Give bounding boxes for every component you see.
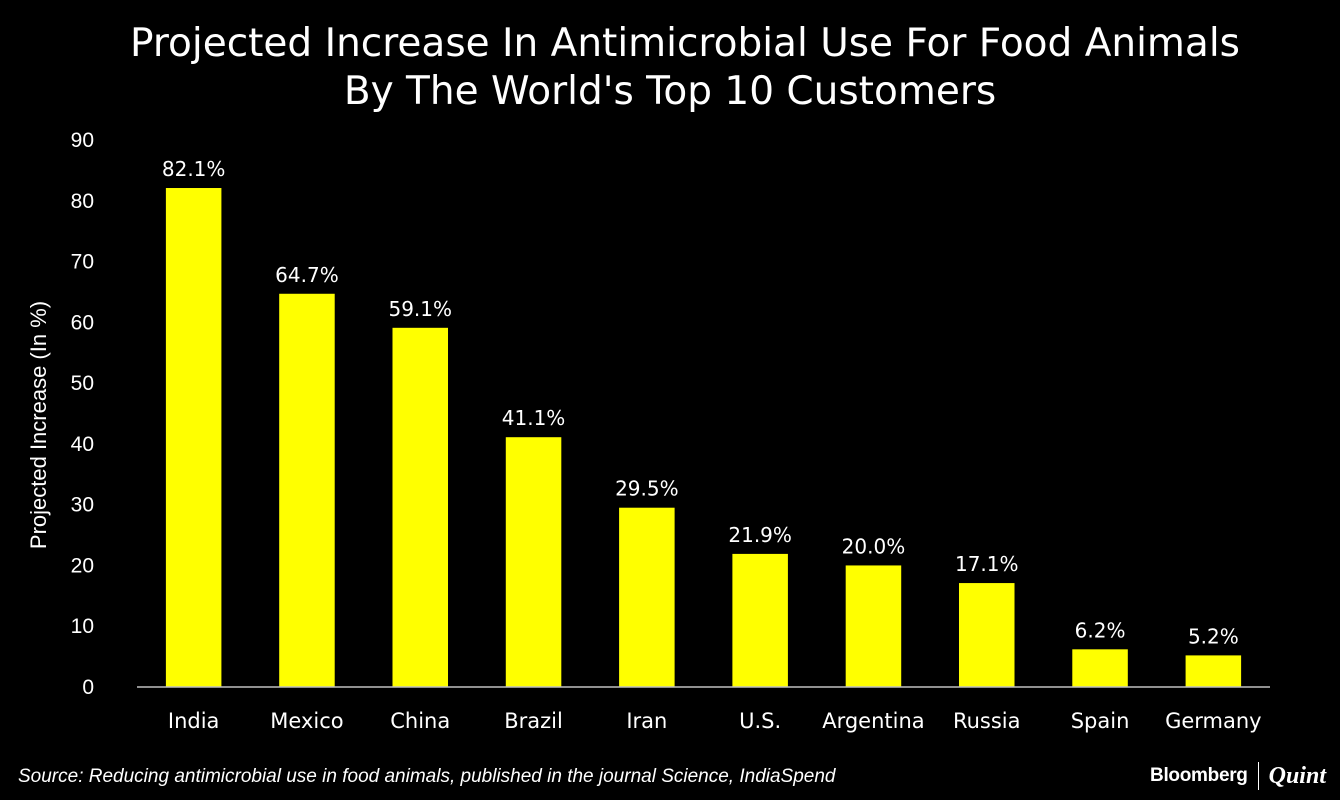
- bar-russia: [958, 583, 1015, 687]
- data-label: 17.1%: [955, 552, 1019, 576]
- data-label: 59.1%: [388, 297, 452, 321]
- data-label: 6.2%: [1075, 618, 1126, 642]
- x-category-label: Brazil: [504, 709, 563, 733]
- bars: [165, 188, 1242, 687]
- x-category-label: Russia: [953, 709, 1021, 733]
- x-category-label: China: [390, 709, 450, 733]
- data-label: 82.1%: [162, 157, 226, 181]
- y-tick-label: 50: [71, 372, 94, 395]
- x-category-label: Iran: [626, 709, 667, 733]
- data-label: 20.0%: [842, 534, 906, 558]
- x-category-label: Spain: [1071, 709, 1130, 733]
- x-category-label: Mexico: [270, 709, 343, 733]
- data-label: 29.5%: [615, 477, 679, 501]
- logo-divider: [1257, 762, 1259, 790]
- chart-title-line-1: Projected Increase In Antimicrobial Use …: [130, 21, 1240, 66]
- bar-mexico: [279, 293, 335, 687]
- x-category-label: Argentina: [822, 709, 924, 733]
- bar-brazil: [505, 437, 562, 687]
- x-axis-category-labels: India Mexico China Brazil Iran U.S. Argentina R…: [168, 709, 1262, 733]
- y-tick-label: 60: [71, 311, 94, 334]
- brand-logo: Bloomberg Quint: [1150, 762, 1326, 790]
- bar-india: [165, 188, 222, 687]
- chart-title: Projected Increase In Antimicrobial Use …: [0, 20, 1340, 116]
- bar-china: [392, 327, 449, 687]
- data-label: 5.2%: [1188, 624, 1239, 648]
- y-tick-label: 40: [71, 433, 94, 456]
- y-tick-label: 80: [71, 190, 94, 213]
- data-label: 21.9%: [728, 523, 792, 547]
- data-label: 41.1%: [502, 406, 566, 430]
- data-label: 64.7%: [275, 263, 339, 287]
- bar-chart: 0 10 20 30 40 50 60 70 80 90 Projected Increase (…: [26, 129, 1270, 733]
- source-note: Source: Reducing antimicrobial use in fo…: [18, 766, 836, 787]
- bar-iran: [619, 507, 675, 687]
- y-axis-title: Projected Increase (In %): [26, 301, 51, 549]
- logo-secondary: Quint: [1268, 762, 1326, 789]
- y-tick-label: 30: [71, 494, 94, 517]
- y-tick-label: 90: [71, 129, 94, 152]
- y-tick-label: 20: [71, 554, 94, 577]
- y-tick-label: 70: [71, 251, 94, 274]
- logo-primary: Bloomberg: [1150, 765, 1248, 786]
- data-labels: 82.1% 64.7% 59.1% 41.1% 29.5% 21.9% 20.0% 17.1%…: [162, 157, 1239, 648]
- bar-spain: [1072, 649, 1128, 687]
- x-category-label: Germany: [1165, 709, 1262, 733]
- chart-title-line-2: By The World's Top 10 Customers: [343, 69, 997, 114]
- bar-germany: [1185, 655, 1242, 687]
- y-tick-label: 10: [71, 615, 94, 638]
- bar-u-s: [732, 553, 788, 687]
- x-category-label: U.S.: [739, 709, 781, 733]
- x-category-label: India: [168, 709, 220, 733]
- y-axis-ticks: 0 10 20 30 40 50 60 70 80 90: [71, 129, 94, 699]
- bar-argentina: [845, 565, 902, 687]
- y-tick-label: 0: [82, 676, 94, 699]
